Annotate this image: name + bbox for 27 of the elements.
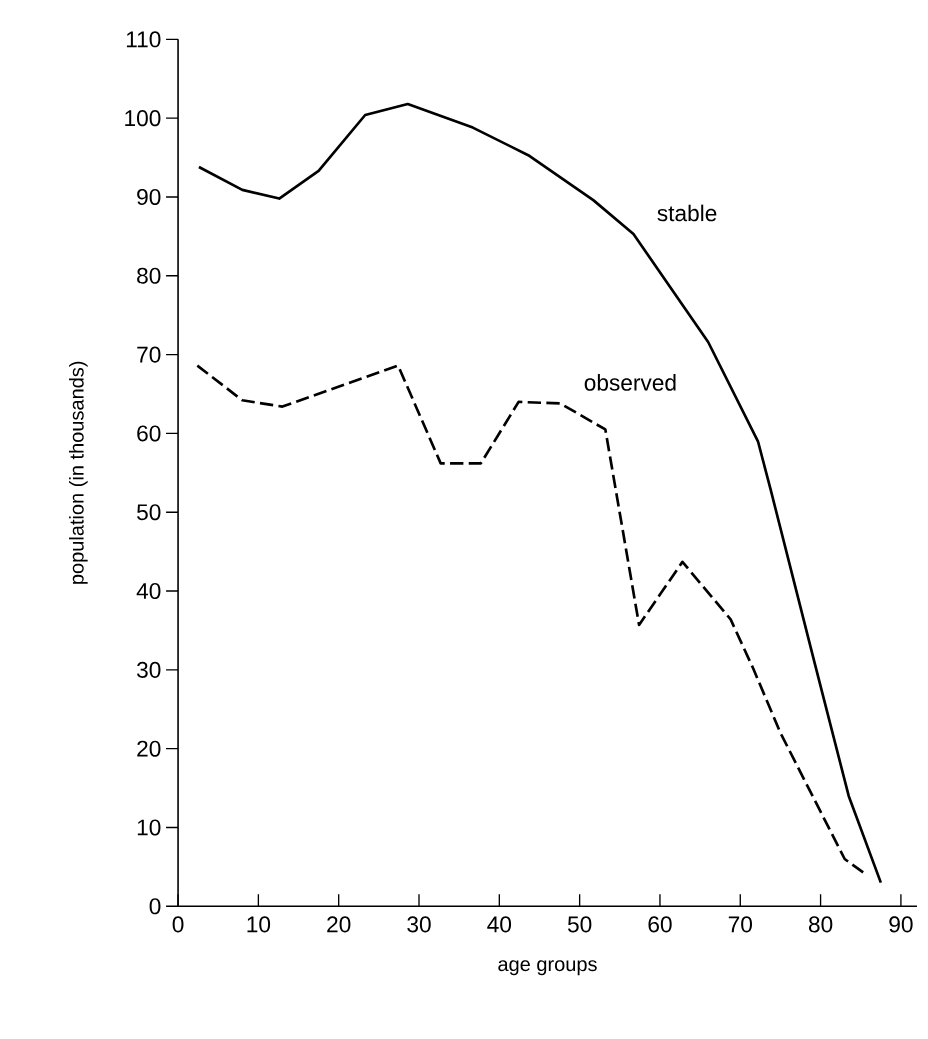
x-tick-label: 70 — [728, 916, 752, 933]
y-tick-label: 50 — [136, 504, 161, 521]
y-tick-label: 80 — [136, 267, 161, 284]
x-tick-label: 90 — [889, 916, 913, 933]
x-tick-label: 60 — [648, 916, 672, 933]
y-tick-label: 70 — [137, 346, 161, 363]
x-tick-label: 10 — [247, 916, 270, 933]
y-tick-label: 30 — [136, 661, 161, 678]
y-tick-label: 10 — [137, 819, 161, 836]
y-axis-title: population (in thousands) — [68, 361, 88, 584]
y-tick-label: 110 — [126, 31, 161, 48]
y-tick-label: 0 — [149, 898, 161, 915]
x-tick-label: 0 — [172, 916, 184, 933]
x-axis-title: age groups — [498, 960, 597, 976]
y-tick-label: 100 — [125, 110, 161, 127]
series-label: observed — [584, 374, 676, 391]
x-tick-label: 20 — [327, 916, 351, 933]
y-tick-label: 60 — [137, 425, 161, 442]
x-tick-label: 40 — [487, 916, 511, 933]
x-tick-label: 30 — [407, 916, 431, 933]
x-tick-label: 50 — [567, 916, 592, 933]
line-series — [197, 102, 883, 884]
y-tick-label: 40 — [136, 583, 161, 600]
series-label: stable — [657, 204, 717, 222]
y-tick-label: 90 — [137, 188, 161, 205]
x-tick-label: 80 — [808, 916, 833, 933]
y-tick-label: 20 — [137, 740, 161, 757]
